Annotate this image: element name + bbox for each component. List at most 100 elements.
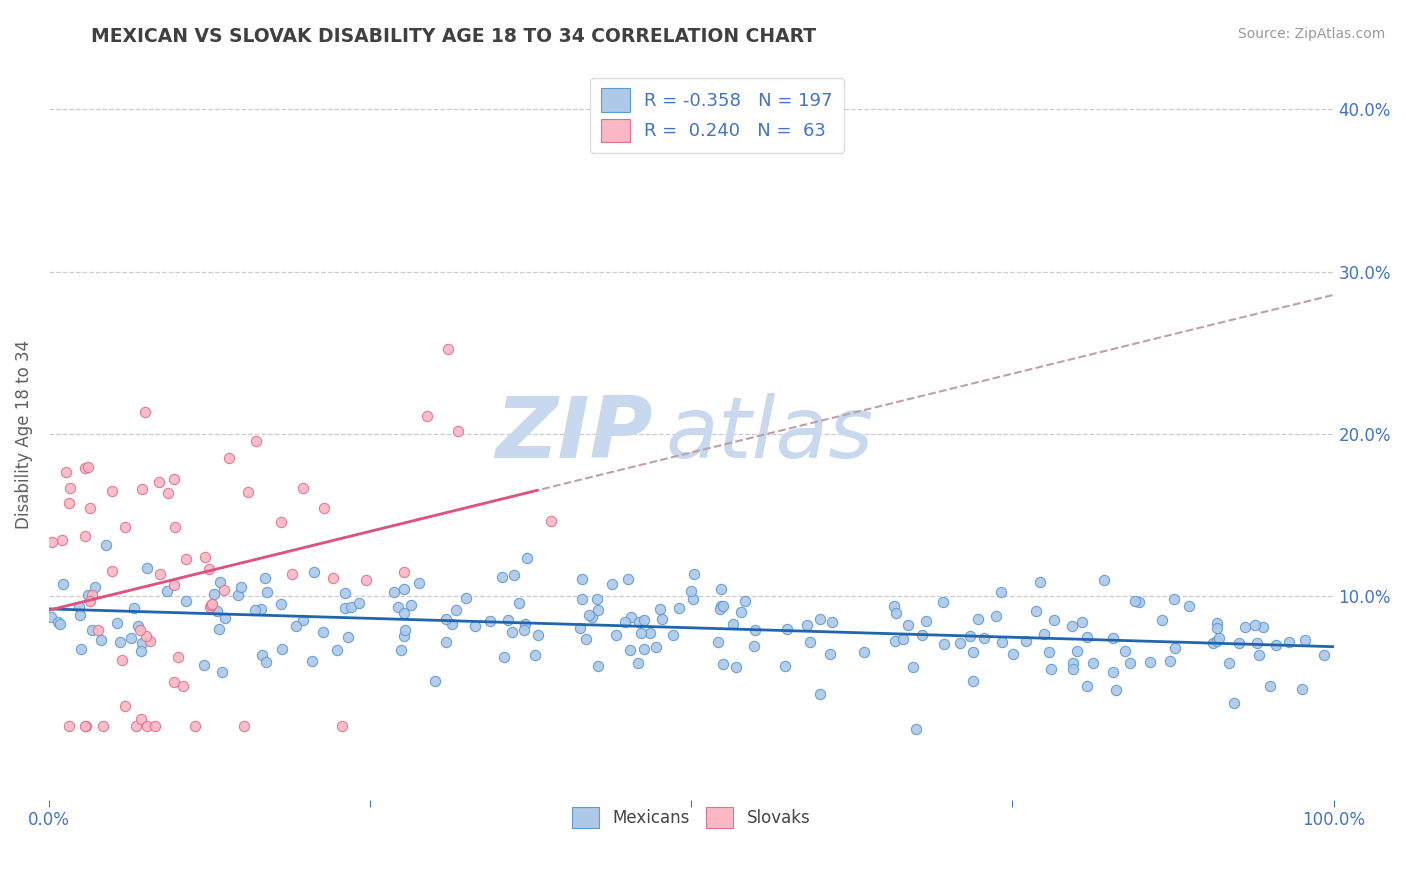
Point — [39, 609, 62, 624]
Point — [167, 649, 190, 664]
Point — [214, 611, 236, 625]
Point — [891, 632, 914, 646]
Point — [128, 624, 150, 638]
Point — [1083, 657, 1105, 671]
Point — [627, 656, 650, 670]
Point — [723, 616, 745, 631]
Point — [312, 500, 335, 515]
Point — [149, 567, 172, 582]
Point — [281, 566, 304, 581]
Point — [392, 565, 415, 579]
Point — [884, 606, 907, 620]
Point — [681, 584, 703, 599]
Point — [202, 587, 225, 601]
Point — [48, 617, 70, 632]
Point — [172, 679, 194, 693]
Point — [524, 648, 547, 662]
Point — [58, 496, 80, 510]
Point — [312, 624, 335, 639]
Point — [512, 624, 534, 638]
Point — [1206, 634, 1229, 648]
Point — [1102, 631, 1125, 645]
Point — [434, 635, 457, 649]
Point — [508, 596, 530, 610]
Point — [744, 623, 766, 637]
Point — [1206, 621, 1229, 635]
Point — [578, 607, 600, 622]
Point — [808, 612, 831, 626]
Point — [434, 612, 457, 626]
Point — [174, 594, 197, 608]
Point — [991, 635, 1014, 649]
Point — [1076, 630, 1098, 644]
Point — [1123, 594, 1146, 608]
Point — [585, 592, 607, 607]
Point — [796, 618, 818, 632]
Point — [1291, 682, 1313, 697]
Point — [82, 624, 104, 638]
Point — [1062, 662, 1084, 676]
Point — [86, 623, 108, 637]
Point — [1164, 641, 1187, 656]
Point — [243, 603, 266, 617]
Point — [1159, 654, 1181, 668]
Point — [1015, 633, 1038, 648]
Point — [256, 585, 278, 599]
Point — [392, 582, 415, 597]
Point — [51, 533, 73, 547]
Point — [932, 595, 955, 609]
Point — [725, 660, 748, 674]
Point — [709, 601, 731, 615]
Point — [821, 615, 844, 629]
Point — [120, 631, 142, 645]
Point — [575, 632, 598, 646]
Point — [193, 658, 215, 673]
Point — [392, 606, 415, 620]
Point — [79, 594, 101, 608]
Point — [208, 622, 231, 636]
Legend: Mexicans, Slovaks: Mexicans, Slovaks — [565, 800, 817, 835]
Point — [136, 561, 159, 575]
Point — [1092, 573, 1115, 587]
Point — [513, 617, 536, 632]
Text: atlas: atlas — [665, 392, 873, 475]
Point — [973, 631, 995, 645]
Point — [1278, 635, 1301, 649]
Point — [423, 673, 446, 688]
Point — [236, 485, 259, 500]
Point — [1163, 592, 1185, 607]
Point — [122, 600, 145, 615]
Point — [333, 586, 356, 600]
Point — [214, 582, 236, 597]
Point — [1208, 631, 1230, 645]
Point — [479, 614, 502, 628]
Point — [156, 584, 179, 599]
Point — [776, 622, 799, 636]
Point — [1294, 632, 1316, 647]
Point — [59, 481, 82, 495]
Point — [617, 572, 640, 586]
Point — [1025, 604, 1047, 618]
Point — [270, 515, 292, 529]
Point — [271, 641, 294, 656]
Point — [134, 405, 156, 419]
Point — [773, 659, 796, 673]
Point — [638, 625, 661, 640]
Point — [209, 574, 232, 589]
Point — [1227, 636, 1250, 650]
Point — [932, 637, 955, 651]
Point — [163, 578, 186, 592]
Point — [245, 434, 267, 448]
Point — [101, 483, 124, 498]
Point — [711, 657, 734, 672]
Point — [1313, 648, 1336, 662]
Point — [581, 610, 603, 624]
Point — [494, 650, 516, 665]
Point — [1001, 647, 1024, 661]
Point — [336, 630, 359, 644]
Point — [1101, 665, 1123, 679]
Point — [491, 570, 513, 584]
Point — [105, 616, 128, 631]
Point — [447, 424, 470, 438]
Point — [198, 562, 221, 576]
